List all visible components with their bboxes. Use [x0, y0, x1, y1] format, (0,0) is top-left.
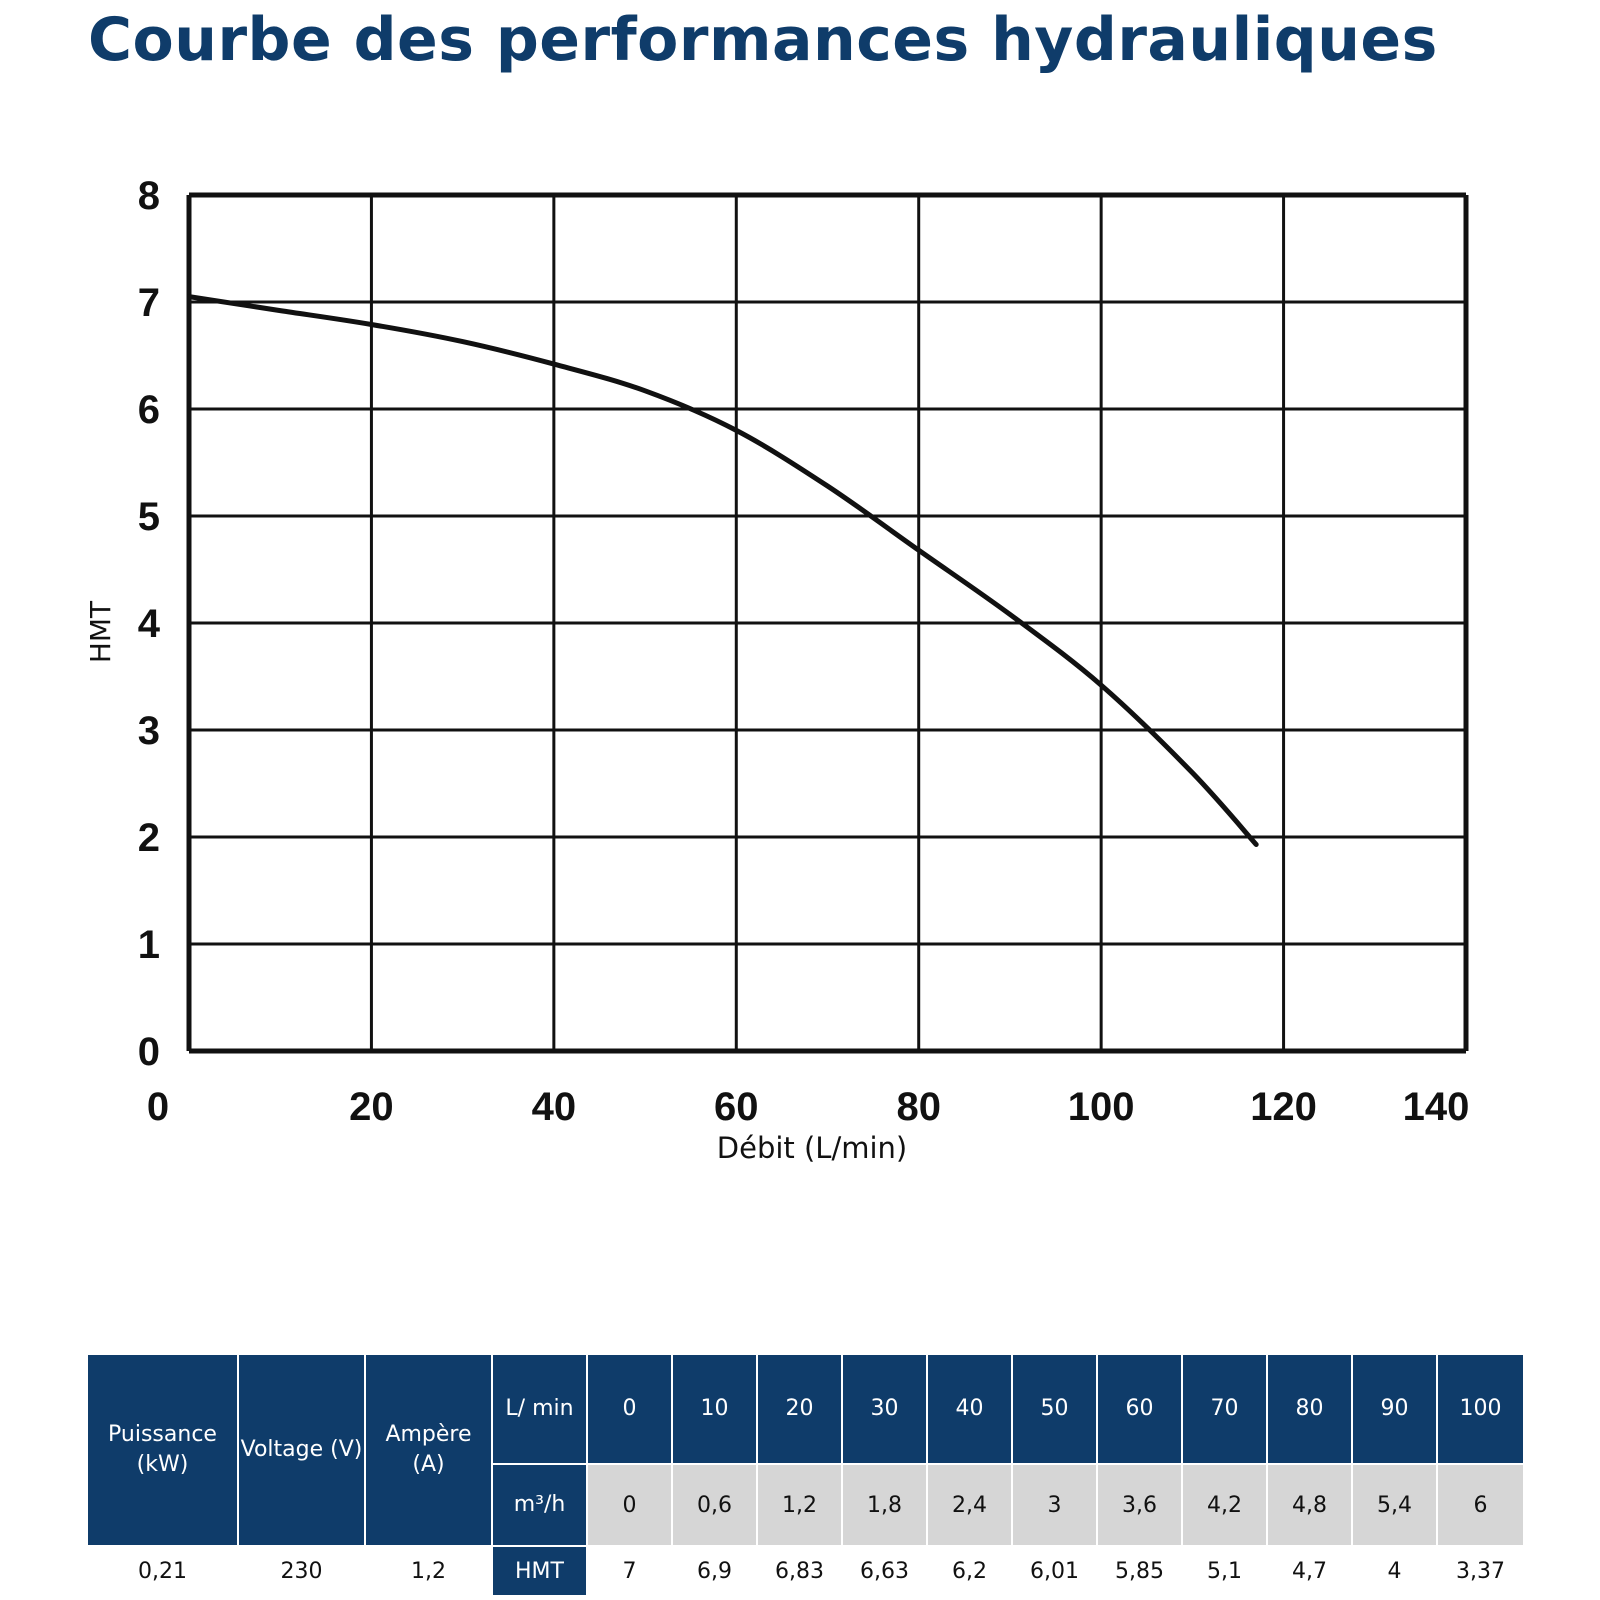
y-tick-label: 1 [138, 923, 160, 967]
lmin-cell: 10 [671, 1353, 758, 1465]
y-tick-label: 8 [138, 174, 160, 218]
values-row: 0,21 230 1,2 HMT 7 6,9 6,83 6,63 6,2 6,0… [86, 1545, 1525, 1597]
lmin-cell: 30 [841, 1353, 928, 1465]
y-axis-label: HMT [84, 600, 117, 663]
hmt-cell: 4,7 [1266, 1545, 1353, 1597]
hmt-cell: 6,01 [1011, 1545, 1098, 1597]
m3h-cell: 4,2 [1181, 1463, 1268, 1547]
m3h-cell: 4,8 [1266, 1463, 1353, 1547]
y-tick-label: 6 [138, 388, 160, 432]
y-tick-label: 5 [138, 495, 160, 539]
header-voltage: Voltage (V) [237, 1353, 366, 1547]
lmin-cell: 90 [1351, 1353, 1438, 1465]
x-tick-label: 40 [532, 1085, 577, 1129]
x-tick-labels: 0 20 40 60 80 100 120 140 [147, 1085, 1470, 1129]
performance-chart: 0 1 2 3 4 5 6 7 8 0 20 40 60 80 100 120 140 Débit (L/mi… [84, 174, 1470, 1165]
puissance-value: 0,21 [86, 1545, 239, 1597]
header-lmin: L/ min [491, 1353, 588, 1465]
y-tick-label: 3 [138, 709, 160, 753]
x-tick-label: 100 [1068, 1085, 1135, 1129]
header-puissance: Puissance (kW) [86, 1353, 239, 1547]
m3h-cell: 3 [1011, 1463, 1098, 1547]
chart-grid [186, 192, 1469, 1054]
y-tick-label: 0 [138, 1030, 160, 1074]
m3h-cell: 0 [586, 1463, 673, 1547]
x-tick-label: 60 [714, 1085, 759, 1129]
hmt-cell: 4 [1351, 1545, 1438, 1597]
y-tick-label: 2 [138, 816, 160, 860]
ampere-value: 1,2 [364, 1545, 493, 1597]
m3h-cell: 5,4 [1351, 1463, 1438, 1547]
header-ampere: Ampère (A) [364, 1353, 493, 1547]
m3h-cell: 3,6 [1096, 1463, 1183, 1547]
performance-curve [186, 294, 1259, 847]
lmin-cell: 40 [926, 1353, 1013, 1465]
m3h-cell: 2,4 [926, 1463, 1013, 1547]
performance-table: Puissance (kW) Voltage (V) Ampère (A) L/… [86, 1353, 1525, 1597]
hmt-cell: 7 [586, 1545, 673, 1597]
x-tick-label: 20 [349, 1085, 394, 1129]
header-row-m3h: m³/h 0 0,6 1,2 1,8 2,4 3 3,6 4,2 4,8 5,4… [87, 1463, 1525, 1547]
x-axis-label: Débit (L/min) [717, 1131, 907, 1165]
header-row-lmin: Puissance (kW) Voltage (V) Ampère (A) L/… [86, 1353, 1525, 1547]
header-m3h: m³/h [491, 1463, 588, 1547]
x-tick-label: 80 [896, 1085, 941, 1129]
hmt-cell: 6,9 [671, 1545, 758, 1597]
header-hmt: HMT [491, 1545, 588, 1597]
y-tick-label: 7 [138, 281, 160, 325]
x-tick-label: 140 [1403, 1085, 1470, 1129]
x-tick-label: 120 [1250, 1085, 1317, 1129]
lmin-cell: 80 [1266, 1353, 1353, 1465]
y-tick-label: 4 [138, 602, 161, 646]
hmt-cell: 6,63 [841, 1545, 928, 1597]
m3h-cell: 6 [1436, 1463, 1525, 1547]
lmin-cell: 0 [586, 1353, 673, 1465]
hmt-cell: 6,2 [926, 1545, 1013, 1597]
hmt-cell: 5,85 [1096, 1545, 1183, 1597]
lmin-cell: 100 [1436, 1353, 1525, 1465]
x-tick-label: 0 [147, 1085, 169, 1129]
lmin-cell: 60 [1096, 1353, 1183, 1465]
y-tick-labels: 0 1 2 3 4 5 6 7 8 [138, 174, 161, 1074]
hmt-cell: 3,37 [1436, 1545, 1525, 1597]
m3h-cell: 0,6 [671, 1463, 758, 1547]
m3h-cell: 1,8 [841, 1463, 928, 1547]
m3h-cell: 1,2 [756, 1463, 843, 1547]
hmt-cell: 5,1 [1181, 1545, 1268, 1597]
page-title: Courbe des performances hydrauliques [88, 5, 1438, 75]
lmin-cell: 70 [1181, 1353, 1268, 1465]
lmin-cell: 50 [1011, 1353, 1098, 1465]
hmt-cell: 6,83 [756, 1545, 843, 1597]
voltage-value: 230 [237, 1545, 366, 1597]
lmin-cell: 20 [756, 1353, 843, 1465]
